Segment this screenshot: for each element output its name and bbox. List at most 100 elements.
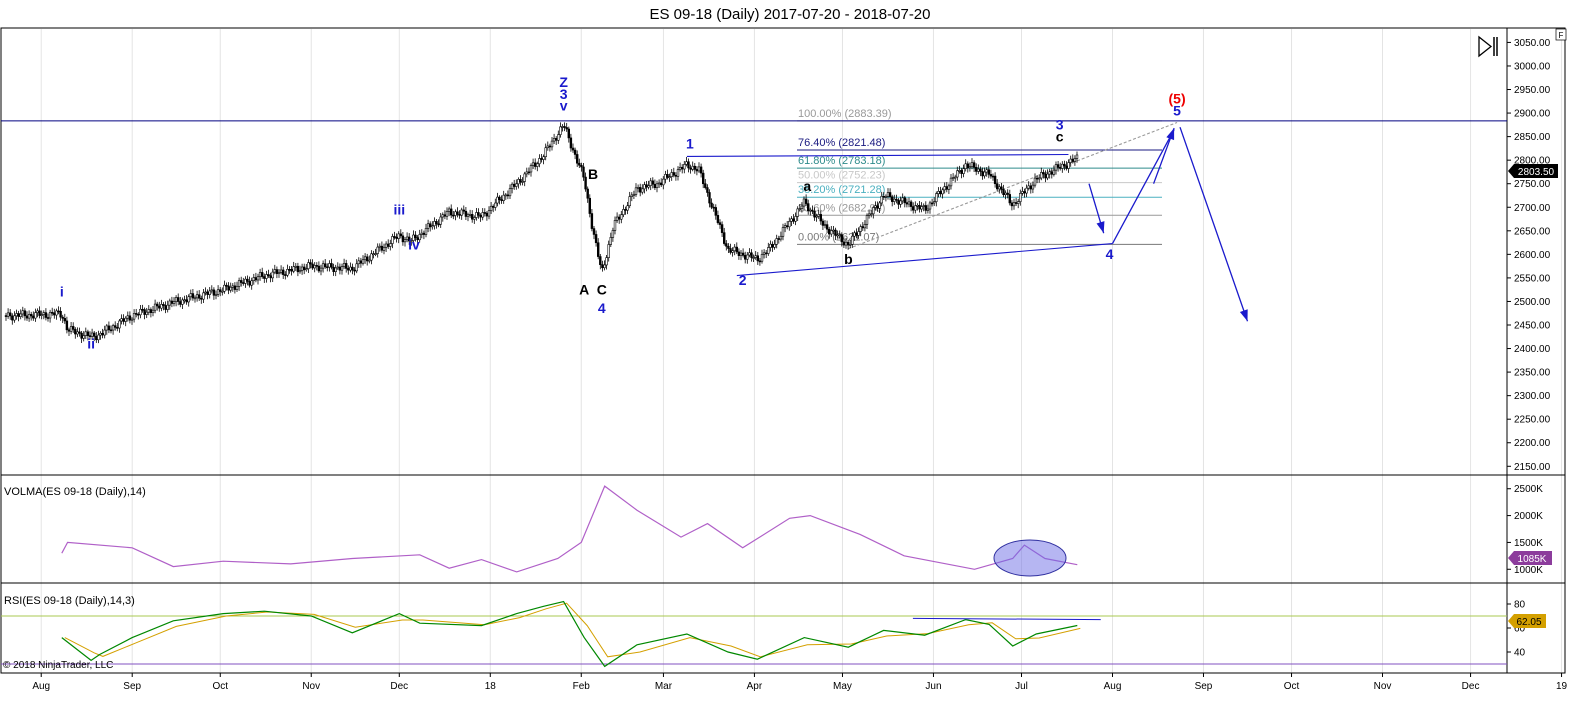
candle-body: [252, 277, 255, 281]
candle-body: [63, 318, 67, 322]
candle-body: [1002, 189, 1005, 195]
candle-body: [641, 188, 644, 193]
candle-body: [670, 172, 673, 177]
candle-body: [69, 326, 73, 332]
fib-label: 23.60% (2682.98): [798, 202, 885, 214]
candle-body: [991, 175, 995, 178]
candle-body: [109, 329, 113, 332]
candle-body: [962, 168, 965, 174]
candle-body: [683, 164, 686, 170]
candle-body: [29, 314, 33, 317]
candle-body: [145, 311, 148, 315]
candle-body: [191, 293, 195, 299]
candle-body: [554, 138, 558, 141]
play-to-end-icon[interactable]: [1478, 35, 1498, 58]
candle-body: [460, 209, 463, 216]
candle-body: [189, 293, 192, 298]
candle-body: [40, 314, 43, 316]
candle-body: [418, 234, 421, 241]
candle-body: [748, 252, 751, 256]
candle-body: [382, 247, 386, 251]
candle-body: [977, 168, 980, 172]
candle-body: [412, 234, 415, 241]
y-tick-label: 2850.00: [1514, 132, 1551, 143]
candle-body: [95, 336, 98, 341]
candle-body: [42, 312, 46, 315]
candle-body: [945, 186, 949, 190]
candle-body: [225, 284, 228, 287]
candle-body: [743, 255, 747, 260]
candle-body: [825, 224, 829, 230]
candle-body: [290, 269, 293, 272]
wave-label: c: [1056, 128, 1064, 144]
candle-body: [479, 214, 482, 218]
candle-body: [651, 180, 655, 185]
candle-body: [235, 286, 239, 290]
candle-body: [935, 193, 938, 202]
wave-label: 1: [686, 135, 694, 151]
wave-label: 3: [560, 86, 568, 102]
wave-label: (5): [1169, 91, 1186, 107]
candle-body: [924, 205, 928, 211]
candle-body: [662, 178, 665, 186]
candle-body: [1050, 171, 1054, 175]
candle-body: [998, 186, 1001, 190]
candle-body: [531, 162, 535, 166]
candle-body: [420, 232, 423, 235]
candle-body: [410, 240, 413, 242]
candle-body: [853, 232, 856, 237]
candle-body: [307, 262, 310, 269]
candle-body: [1033, 177, 1037, 186]
candle-body: [357, 260, 360, 265]
candle-body: [151, 309, 155, 313]
candle-body: [401, 235, 405, 243]
candle-body: [435, 221, 438, 225]
rsi-trend-line: [912, 617, 1101, 621]
candle-body: [279, 269, 283, 273]
candle-body: [206, 291, 209, 295]
candle-body: [691, 165, 694, 170]
candle-body: [445, 211, 449, 217]
candle-body: [309, 262, 312, 265]
candle-body: [496, 196, 499, 204]
x-tick-label: Aug: [1104, 681, 1122, 692]
candle-body: [258, 272, 262, 278]
candle-body: [1000, 186, 1003, 190]
candle-body: [872, 207, 875, 215]
trend-lines: [1, 120, 1507, 322]
candle-body: [968, 166, 972, 169]
wave-label: 5: [1173, 102, 1181, 118]
candle-body: [208, 290, 211, 295]
x-tick-label: Aug: [32, 681, 50, 692]
candle-body: [332, 266, 335, 272]
candle-body: [649, 180, 652, 186]
candle-body: [603, 264, 606, 269]
f-icon[interactable]: F: [1555, 28, 1567, 41]
fib-label: 100.00% (2883.39): [798, 108, 892, 120]
candle-body: [265, 274, 268, 279]
wave-label: Z: [559, 74, 568, 90]
candle-body: [439, 216, 442, 225]
candle-body: [494, 202, 497, 208]
candle-body: [76, 331, 79, 335]
candle-body: [699, 166, 703, 174]
candle-body: [1044, 173, 1047, 179]
candle-body: [162, 304, 165, 306]
candle-body: [116, 327, 119, 329]
candle-body: [869, 213, 873, 216]
candle-body: [355, 263, 358, 272]
candle-body: [202, 292, 205, 300]
candle-body: [626, 205, 629, 211]
candle-body: [137, 313, 140, 316]
candle-body: [399, 233, 402, 237]
wave-label: 4: [1106, 246, 1114, 262]
candle-body: [15, 313, 18, 317]
candle-body: [407, 236, 411, 242]
candle-body: [386, 243, 390, 247]
candle-body: [254, 277, 258, 281]
candle-body: [277, 272, 281, 274]
price-panel: [0, 27, 1566, 476]
x-tick-label: Nov: [1374, 681, 1392, 692]
candle-body: [519, 179, 522, 183]
candle-body: [135, 313, 138, 315]
